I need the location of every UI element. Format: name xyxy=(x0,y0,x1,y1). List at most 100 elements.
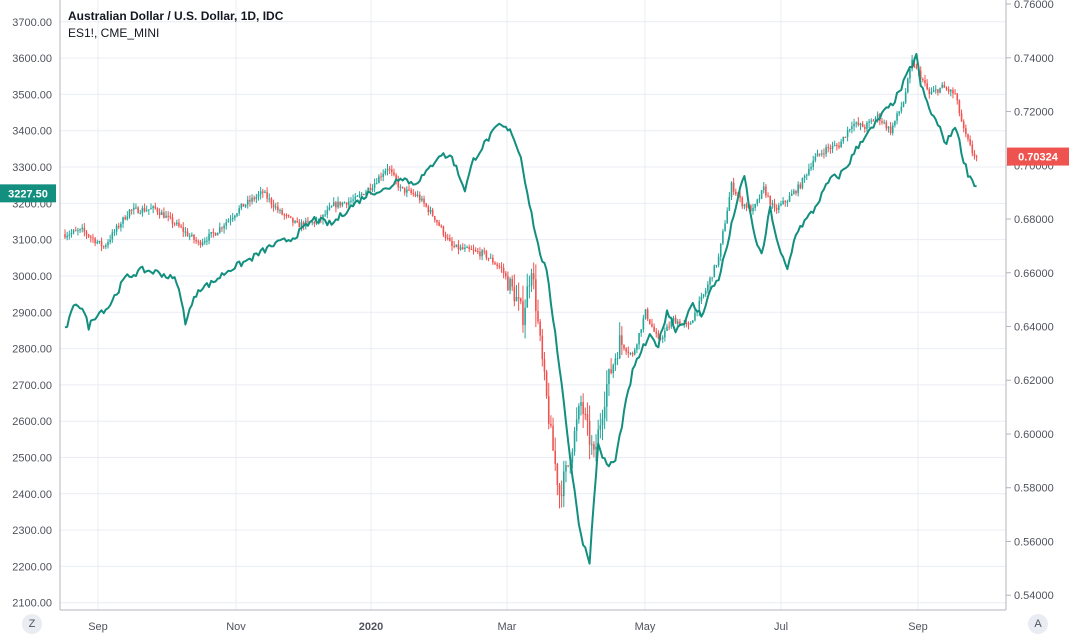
candle-body xyxy=(287,215,290,217)
candle-body xyxy=(111,232,114,240)
last-value-badges: 3227.50 0.70324 xyxy=(0,147,1069,203)
time-axis[interactable]: Sep Nov 2020 Mar May Jul Sep xyxy=(88,621,928,633)
right-axis-tick-label: 0.66000 xyxy=(1014,268,1054,280)
candle-body xyxy=(143,208,146,212)
candle-body xyxy=(698,301,701,312)
candle-body xyxy=(171,217,174,224)
candle-body xyxy=(425,203,427,207)
candle-body xyxy=(182,227,185,232)
candle-body xyxy=(881,121,883,123)
candle-body xyxy=(668,326,670,328)
left-axis-tick-label: 3600.00 xyxy=(12,53,52,65)
candle-body xyxy=(206,240,208,242)
left-axis-tick-label: 3100.00 xyxy=(12,235,52,247)
candle-body xyxy=(661,337,664,339)
candle-body xyxy=(79,229,81,231)
candle-body xyxy=(958,100,961,114)
candle-body xyxy=(339,201,341,206)
candle-body xyxy=(739,195,741,198)
candle-body xyxy=(859,123,862,126)
candle-body xyxy=(861,123,864,128)
left-axis-tick-label: 2800.00 xyxy=(12,344,52,356)
left-axis-tick-label: 2300.00 xyxy=(12,525,52,537)
candle-body xyxy=(962,121,965,129)
candle-body xyxy=(644,309,647,319)
candle-body xyxy=(754,204,756,208)
candle-body xyxy=(158,212,161,215)
candle-body xyxy=(563,471,565,497)
candle-body xyxy=(330,206,333,208)
candle-body xyxy=(167,215,169,217)
candle-body xyxy=(511,278,513,287)
auto-scale-toggle-button[interactable]: A xyxy=(1028,614,1048,634)
candle-body xyxy=(578,406,580,420)
candle-body xyxy=(201,242,204,246)
candle-body xyxy=(808,168,810,175)
candle-body xyxy=(418,194,421,201)
candle-body xyxy=(950,89,952,92)
candle-body xyxy=(386,168,389,171)
candle-body xyxy=(812,160,814,167)
candle-body xyxy=(416,194,419,196)
candle-body xyxy=(481,250,483,257)
time-axis-label: Sep xyxy=(908,621,928,633)
candle-body xyxy=(365,191,367,195)
candle-body xyxy=(341,202,344,206)
candle-body xyxy=(952,89,954,94)
candle-body xyxy=(371,188,374,191)
candle-body xyxy=(279,209,281,211)
candle-body xyxy=(827,147,830,149)
candle-body xyxy=(464,247,466,249)
candle-body xyxy=(105,245,107,247)
candle-body xyxy=(636,344,638,350)
candle-body xyxy=(771,203,774,205)
candle-body xyxy=(732,182,735,192)
candle-body xyxy=(197,241,200,243)
candle-body xyxy=(253,197,255,200)
candle-body xyxy=(621,335,623,345)
candle-body xyxy=(805,174,808,176)
candle-body xyxy=(676,321,679,324)
candle-body xyxy=(184,231,187,233)
candle-body xyxy=(543,359,546,372)
time-axis-label: Sep xyxy=(88,621,108,633)
candle-body xyxy=(259,191,262,195)
candle-body xyxy=(107,241,109,246)
right-axis-tick-label: 0.74000 xyxy=(1014,53,1054,65)
candle-body xyxy=(436,220,438,223)
candle-body xyxy=(874,118,877,121)
candle-body xyxy=(919,70,922,80)
candle-body xyxy=(414,194,417,196)
candle-body xyxy=(399,186,402,188)
candle-body xyxy=(922,79,924,81)
candle-body xyxy=(939,87,941,93)
candle-body xyxy=(728,196,731,211)
candle-body xyxy=(289,216,292,218)
left-axis-tick-label: 2500.00 xyxy=(12,453,52,465)
candle-body xyxy=(446,237,449,239)
candle-body xyxy=(70,232,73,235)
candle-body xyxy=(298,222,301,228)
candle-body xyxy=(971,144,974,154)
log-scale-toggle-button[interactable]: Z xyxy=(22,614,42,634)
candle-body xyxy=(760,190,763,199)
candle-body xyxy=(242,203,245,207)
right-axis[interactable]: 0.54000 0.56000 0.58000 0.60000 0.62000 0.640… xyxy=(1006,0,1054,602)
candle-body xyxy=(887,126,890,129)
legend-compare-series[interactable]: ES1!, CME_MINI xyxy=(68,26,160,40)
candle-body xyxy=(438,222,440,226)
candle-body xyxy=(924,80,926,84)
right-axis-tick-label: 0.64000 xyxy=(1014,321,1054,333)
legend-main-series[interactable]: Australian Dollar / U.S. Dollar, 1D, IDC xyxy=(68,9,284,23)
candle-body xyxy=(130,209,133,211)
candle-body xyxy=(756,199,759,205)
left-axis-tick-label: 3400.00 xyxy=(12,126,52,138)
candle-body xyxy=(300,222,303,228)
left-axis[interactable]: 2100.00 2200.00 2300.00 2400.00 2500.00 2600.… xyxy=(12,17,52,610)
aud-last-value-label: 0.70324 xyxy=(1018,152,1059,164)
candle-body xyxy=(717,256,720,266)
candle-body xyxy=(973,153,976,157)
candle-body xyxy=(821,153,823,155)
candle-body xyxy=(380,176,382,178)
candle-body xyxy=(773,203,776,208)
